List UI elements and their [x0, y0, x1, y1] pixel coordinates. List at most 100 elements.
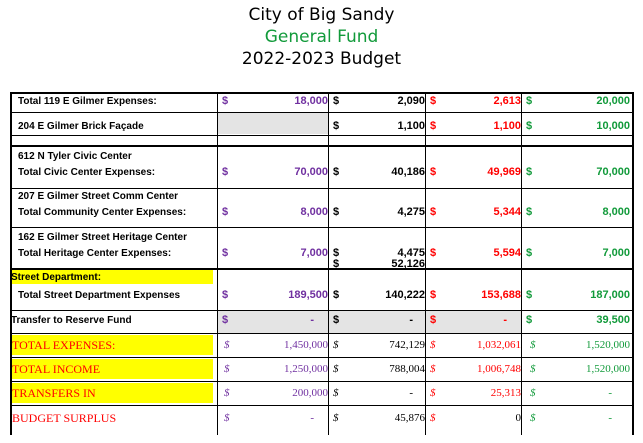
dollar-sign: $: [430, 314, 437, 326]
row-label: Transfer to Reserve Fund: [11, 315, 132, 326]
value-projected: 49,969: [487, 166, 521, 178]
value-projected: 0: [515, 412, 522, 424]
value-2021-budget: 7,000: [300, 247, 328, 259]
row-sublabel: 162 E Gilmer Street Heritage Center: [18, 232, 187, 243]
row-line: [10, 381, 634, 382]
highlight-total-expenses: [10, 335, 213, 355]
value-2021-budget: 70,000: [294, 166, 328, 178]
value-ytd: 140,222: [385, 289, 425, 301]
dollar-sign: $: [530, 363, 536, 375]
shade-c3-transfer: [426, 311, 521, 333]
value-2022-budget: 20,000: [596, 95, 630, 107]
row-label: TOTAL INCOME: [12, 362, 101, 376]
row-sublabel: Street Department:: [11, 272, 102, 283]
value-2022-budget: 1,520,000: [586, 363, 630, 375]
row-line: [10, 268, 634, 270]
dollar-sign: $: [333, 387, 339, 399]
value-2022-budget: 10,000: [596, 120, 630, 132]
dollar-sign: $: [430, 120, 437, 132]
value-2021-budget: 1,450,000: [284, 339, 328, 351]
row-label: Total Community Center Expenses:: [18, 207, 187, 218]
row-line: [10, 112, 634, 113]
row-sublabel: 612 N Tyler Civic Center: [18, 151, 132, 162]
value-2021-budget: 189,500: [288, 289, 328, 301]
value-ytd: 2,090: [397, 95, 425, 107]
value-2022-budget: 39,500: [596, 314, 630, 326]
dollar-sign: $: [526, 206, 533, 218]
row-line: [10, 188, 634, 189]
value-ytd: 45,876: [394, 412, 425, 424]
dollar-sign: $: [333, 206, 340, 218]
row-label: Total Heritage Center Expenses:: [18, 248, 172, 259]
dollar-sign: $: [530, 339, 536, 351]
value-ytd: 788,004: [389, 363, 425, 375]
dollar-sign: $: [333, 247, 340, 259]
dollar-sign: $: [222, 247, 229, 259]
value-ytd: 1,100: [397, 120, 425, 132]
value-ytd: -: [409, 314, 413, 326]
value-2021-budget: -: [310, 412, 314, 424]
value-2022-budget: 187,000: [590, 289, 630, 301]
value-projected: 5,344: [493, 206, 521, 218]
dollar-sign: $: [333, 120, 340, 132]
dollar-sign: $: [333, 289, 340, 301]
row-sublabel: 207 E Gilmer Street Comm Center: [18, 191, 179, 202]
col-line: [632, 92, 634, 435]
value-2022-budget: 70,000: [596, 166, 630, 178]
dollar-sign: $: [430, 387, 436, 399]
row-line: [10, 310, 634, 311]
value-projected: 153,688: [481, 289, 521, 301]
value-ytd: 4,475: [397, 247, 425, 259]
dollar-sign: $: [526, 314, 533, 326]
row-label: TOTAL EXPENSES:: [12, 338, 116, 352]
dollar-sign: $: [526, 120, 533, 132]
dollar-sign: $: [222, 206, 229, 218]
row-label: Total 119 E Gilmer Expenses:: [18, 96, 157, 107]
dollar-sign: $: [530, 412, 536, 424]
value-projected: 5,594: [493, 247, 521, 259]
value-2022-budget: -: [608, 387, 612, 399]
value-projected: 1,006,748: [477, 363, 521, 375]
value-projected: 2,613: [493, 95, 521, 107]
row-line: [10, 92, 634, 94]
dollar-sign: $: [430, 412, 436, 424]
value-projected: -: [503, 314, 507, 326]
dollar-sign: $: [333, 412, 339, 424]
dollar-sign: $: [333, 258, 340, 270]
value-2022-budget: -: [608, 412, 612, 424]
value-2021-budget: 18,000: [294, 95, 328, 107]
dollar-sign: $: [222, 289, 229, 301]
row-line: [10, 145, 634, 147]
dollar-sign: $: [224, 363, 230, 375]
city-title: City of Big Sandy: [248, 5, 395, 25]
value-2022-budget: 7,000: [602, 247, 630, 259]
value-2021-budget: 200,000: [292, 387, 328, 399]
fund-title: General Fund: [264, 27, 379, 47]
shade-c2-transfer: [329, 311, 425, 333]
col-line: [425, 92, 426, 435]
dollar-sign: $: [222, 166, 229, 178]
dollar-sign: $: [224, 387, 230, 399]
value-projected: 1,032,061: [477, 339, 521, 351]
col-line: [217, 92, 218, 435]
dollar-sign: $: [224, 339, 230, 351]
dollar-sign: $: [430, 363, 436, 375]
value-ytd-overflow: 52,126: [391, 258, 425, 270]
value-ytd: 4,275: [397, 206, 425, 218]
budget-title: 2022-2023 Budget: [241, 49, 402, 69]
value-ytd: 742,129: [389, 339, 425, 351]
highlight-street-dept: [10, 270, 213, 284]
dollar-sign: $: [430, 95, 437, 107]
value-projected: 25,313: [490, 387, 521, 399]
row-line: [10, 333, 634, 334]
dollar-sign: $: [333, 314, 340, 326]
dollar-sign: $: [222, 95, 229, 107]
row-label: 204 E Gilmer Brick Façade: [18, 121, 144, 132]
dollar-sign: $: [526, 247, 533, 259]
dollar-sign: $: [530, 387, 536, 399]
value-ytd: -: [409, 387, 413, 399]
dollar-sign: $: [430, 289, 437, 301]
dollar-sign: $: [430, 206, 437, 218]
row-label: TRANSFERS IN: [12, 386, 96, 400]
value-ytd: 40,186: [391, 166, 425, 178]
